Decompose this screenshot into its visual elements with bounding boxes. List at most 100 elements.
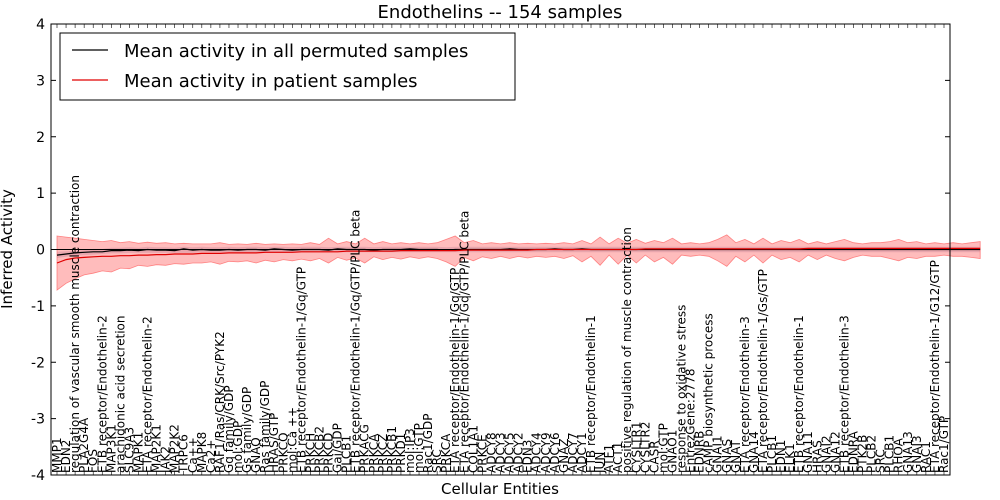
y-tick-label: -3 bbox=[31, 412, 45, 428]
entity-label: GNA14 bbox=[747, 431, 761, 473]
entity-label: mol:IP3 bbox=[403, 428, 417, 473]
confidence-bands bbox=[56, 234, 981, 291]
entity-label: CYSLTR2 bbox=[638, 422, 652, 473]
entity-label: mol:GDP bbox=[231, 421, 245, 473]
entity-label: Gq family/GDP bbox=[222, 385, 236, 473]
entity-label: mol:GTP bbox=[656, 423, 670, 473]
entity-label: GNAS bbox=[720, 439, 734, 473]
entity-label: SRC bbox=[874, 449, 888, 473]
entity-label: CYSLTR1 bbox=[629, 422, 643, 473]
entity-label: cAMP biosynthetic process bbox=[702, 313, 716, 473]
entity-label: GNAZ bbox=[557, 438, 571, 473]
entity-label: response to oxidative stress bbox=[675, 305, 689, 473]
entity-label: GNA13 bbox=[901, 431, 915, 473]
entity-label: PRKCH bbox=[303, 433, 317, 473]
entity-label: PRKCA bbox=[439, 433, 453, 473]
entity-label: Gai/GDP bbox=[331, 423, 345, 473]
entity-label: ADCY9 bbox=[539, 432, 553, 473]
entity-label: ELK1 bbox=[783, 443, 797, 473]
entity-label: ETB receptor/Endothelin-2 bbox=[95, 315, 109, 473]
entity-label: MAP2K2 bbox=[168, 424, 182, 473]
y-axis-label: Inferred Activity bbox=[0, 189, 16, 309]
entity-label: ETA receptor/Endothelin-1/Gs/GTP bbox=[756, 269, 770, 473]
entity-label: ETB receptor/Endothelin-3 bbox=[837, 315, 851, 473]
entity-label: PTK2B bbox=[856, 435, 870, 473]
entity-label: Rac1/GDP bbox=[421, 414, 435, 473]
x-axis-ticks bbox=[56, 24, 945, 475]
entity-label: EDN2 bbox=[59, 440, 73, 473]
entity-label: COL1A1 bbox=[466, 425, 480, 473]
entity-label: Ca++ bbox=[186, 437, 200, 473]
y-tick-label: 4 bbox=[36, 17, 45, 33]
entity-label: ETA receptor/Endothelin-1/G12/GTP bbox=[928, 260, 942, 473]
entity-label: ADCY5 bbox=[503, 432, 517, 473]
entity-label: ADCY2 bbox=[512, 432, 526, 473]
patient-band bbox=[56, 234, 981, 291]
entity-label: ETB receptor/Endothelin-1/Gq/GTP/PLC bet… bbox=[349, 210, 363, 473]
entity-label: SLC9A3 bbox=[122, 427, 136, 473]
entity-label: GNAI1 bbox=[711, 435, 725, 473]
entity-label: ACT1 bbox=[611, 442, 625, 473]
entity-label: regulation of vascular smooth muscle con… bbox=[68, 175, 82, 473]
entity-label: PRKCD bbox=[322, 433, 336, 473]
entity-label: ETA receptor/Endothelin-2 bbox=[141, 316, 155, 473]
legend-permuted-label: Mean activity in all permuted samples bbox=[124, 41, 468, 62]
x-axis-label: Cellular Entities bbox=[441, 480, 559, 498]
entity-label: GNAQ bbox=[249, 437, 263, 473]
y-tick-label: 3 bbox=[36, 73, 45, 89]
entity-label: Gs family/GDP bbox=[240, 387, 254, 473]
entity-label: Ca2+ bbox=[204, 440, 218, 473]
entity-label: PRKCB1 bbox=[385, 426, 399, 473]
entity-label: HRAS/GTP bbox=[267, 413, 281, 473]
entity-label: RHOA bbox=[892, 437, 906, 473]
entity-label: PRKCQ bbox=[276, 432, 290, 473]
entity-label: ETB receptor/Endothelin-1 bbox=[584, 315, 598, 473]
entity-label: ETA receptor/Endothelin-1/Gq/GTP bbox=[448, 268, 462, 473]
y-tick-label: 0 bbox=[36, 243, 45, 259]
entity-label: ADCY4 bbox=[530, 432, 544, 473]
entity-label: PRKCA bbox=[367, 433, 381, 473]
entity-label: GNAO1 bbox=[666, 430, 680, 473]
entity-label: MAPK8 bbox=[195, 432, 209, 473]
entity-label: ATF1 bbox=[602, 444, 616, 473]
entity-label: Rac1/GTP bbox=[937, 416, 951, 473]
entity-label: PRKCZ bbox=[376, 434, 390, 473]
entity-label: positive regulation of muscle contractio… bbox=[620, 227, 634, 473]
patient-mean-line bbox=[56, 247, 981, 264]
entity-label: JUN bbox=[593, 452, 607, 474]
entity-label: EDNRB bbox=[693, 431, 707, 473]
entity-label: EDNRA bbox=[847, 430, 861, 473]
y-tick-label: -2 bbox=[31, 355, 45, 371]
entity-label: PRKD1 bbox=[394, 433, 408, 473]
entity-label: ETB receptor/Endothelin-1/Gq/GTP bbox=[294, 267, 308, 473]
entity-label: PRKCB2 bbox=[313, 426, 327, 473]
y-tick-label: -1 bbox=[31, 299, 45, 315]
entity-label: MAP3K1 bbox=[104, 424, 118, 473]
y-tick-label: -4 bbox=[31, 468, 45, 484]
entity-label: PLCB1 bbox=[883, 435, 897, 473]
entity-label: RAC1 bbox=[919, 441, 933, 473]
entity-label: mol:GTP bbox=[412, 423, 426, 473]
entity-label: GNAT bbox=[729, 439, 743, 473]
entity-label: arachidonic acid secretion bbox=[113, 316, 127, 473]
entity-label: RAF1/Ras/CRK/Src/PYK2 bbox=[213, 331, 227, 473]
series-lines bbox=[56, 247, 981, 264]
entity-label: ETA receptor/Endothelin-3 bbox=[738, 316, 752, 473]
legend-box bbox=[59, 32, 516, 101]
entity-label: CASR bbox=[647, 440, 661, 473]
entity-label: SRC bbox=[430, 449, 444, 473]
legend-patient-label: Mean activity in patient samples bbox=[124, 71, 418, 92]
entity-label: mol:Ca ++ bbox=[285, 407, 299, 473]
y-tick-label: 2 bbox=[36, 130, 45, 146]
y-axis-ticks: -4 -3 -2 -1 0 1 2 3 4 bbox=[31, 17, 950, 484]
entity-label: PRKCE bbox=[475, 434, 489, 473]
entity-label: GNA11 bbox=[801, 431, 815, 473]
entity-label: FOS bbox=[86, 449, 100, 473]
entity-label: PLCB1 bbox=[765, 435, 779, 473]
entity-label: GNAI2 bbox=[819, 435, 833, 473]
entity-label: EDN3 bbox=[521, 440, 535, 473]
entity-label: PLCB2 bbox=[865, 435, 879, 473]
